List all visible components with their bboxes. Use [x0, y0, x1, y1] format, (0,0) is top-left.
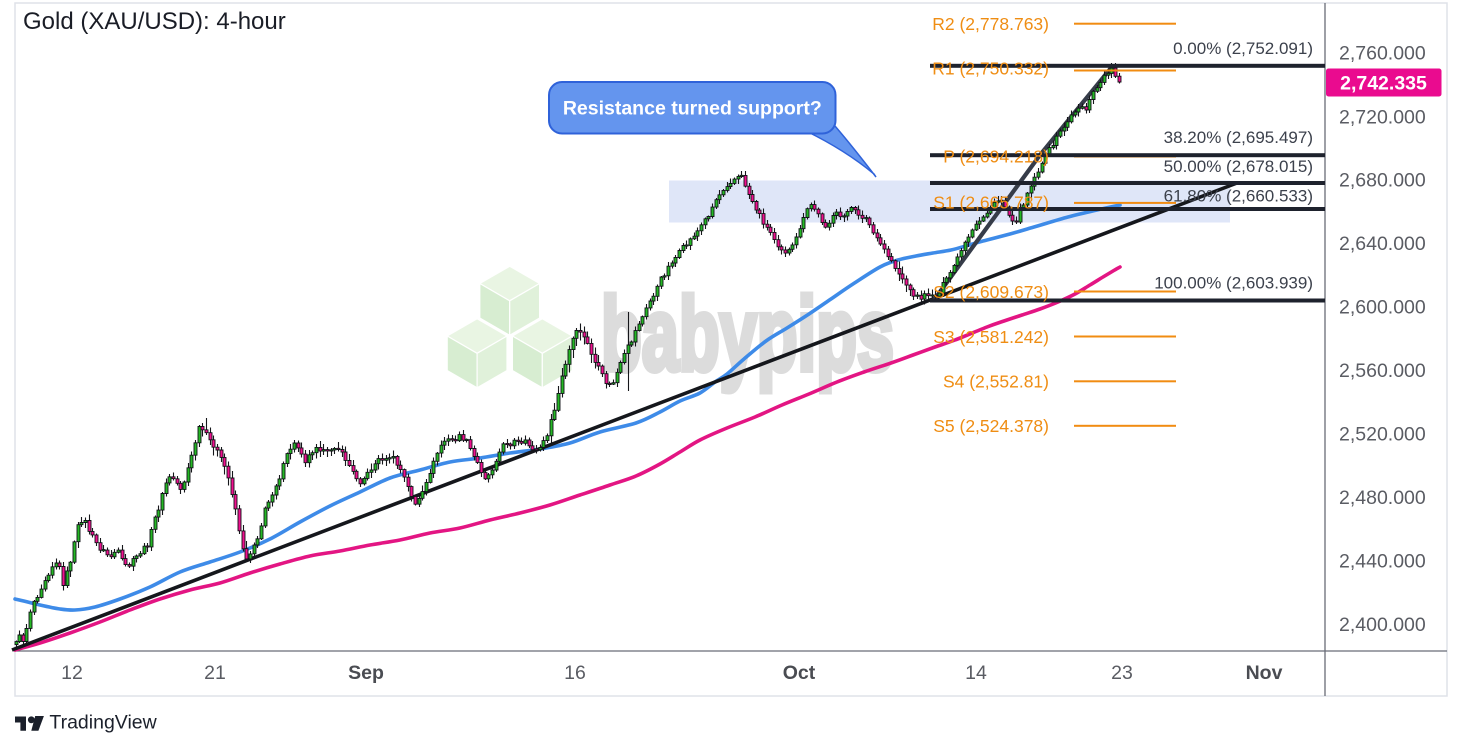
svg-text:S2 (2,609.673): S2 (2,609.673): [933, 282, 1049, 302]
svg-text:2,440.000: 2,440.000: [1339, 550, 1426, 572]
svg-text:2,680.000: 2,680.000: [1339, 169, 1426, 191]
svg-text:100.00% (2,603.939): 100.00% (2,603.939): [1154, 274, 1313, 293]
svg-text:Resistance turned support?: Resistance turned support?: [563, 98, 822, 120]
svg-text:0.00% (2,752.091): 0.00% (2,752.091): [1173, 39, 1313, 58]
svg-text:16: 16: [564, 662, 586, 684]
svg-text:S5 (2,524.378): S5 (2,524.378): [933, 416, 1049, 436]
svg-text:2,720.000: 2,720.000: [1339, 107, 1426, 129]
svg-text:Oct: Oct: [783, 662, 816, 684]
svg-text:2,640.000: 2,640.000: [1339, 233, 1426, 255]
svg-text:P (2,694.218): P (2,694.218): [943, 147, 1049, 167]
svg-text:Sep: Sep: [348, 662, 384, 684]
svg-text:Gold (XAU/USD): 4-hour: Gold (XAU/USD): 4-hour: [23, 8, 286, 35]
svg-text:R2 (2,778.763): R2 (2,778.763): [932, 14, 1049, 34]
svg-text:21: 21: [204, 662, 226, 684]
svg-text:S1 (2,665.787): S1 (2,665.787): [933, 193, 1049, 213]
svg-text:38.20% (2,695.497): 38.20% (2,695.497): [1164, 128, 1313, 147]
svg-text:Nov: Nov: [1246, 662, 1283, 684]
svg-text:2,400.000: 2,400.000: [1339, 614, 1426, 636]
svg-text:R1 (2,750.332): R1 (2,750.332): [932, 59, 1049, 79]
svg-text:2,480.000: 2,480.000: [1339, 487, 1426, 509]
svg-text:23: 23: [1111, 662, 1133, 684]
svg-text:2,760.000: 2,760.000: [1339, 42, 1426, 64]
svg-text:61.80% (2,660.533): 61.80% (2,660.533): [1164, 187, 1313, 206]
svg-text:14: 14: [965, 662, 987, 684]
svg-text:2,560.000: 2,560.000: [1339, 360, 1426, 382]
svg-text:TradingView: TradingView: [49, 712, 157, 734]
svg-text:12: 12: [61, 662, 83, 684]
svg-text:2,520.000: 2,520.000: [1339, 423, 1426, 445]
svg-text:S3 (2,581.242): S3 (2,581.242): [933, 327, 1049, 347]
svg-text:babypips: babypips: [601, 277, 894, 393]
svg-text:S4 (2,552.81): S4 (2,552.81): [943, 371, 1049, 391]
svg-text:2,600.000: 2,600.000: [1339, 296, 1426, 318]
svg-text:50.00% (2,678.015): 50.00% (2,678.015): [1164, 157, 1313, 176]
svg-text:2,742.335: 2,742.335: [1340, 73, 1427, 95]
